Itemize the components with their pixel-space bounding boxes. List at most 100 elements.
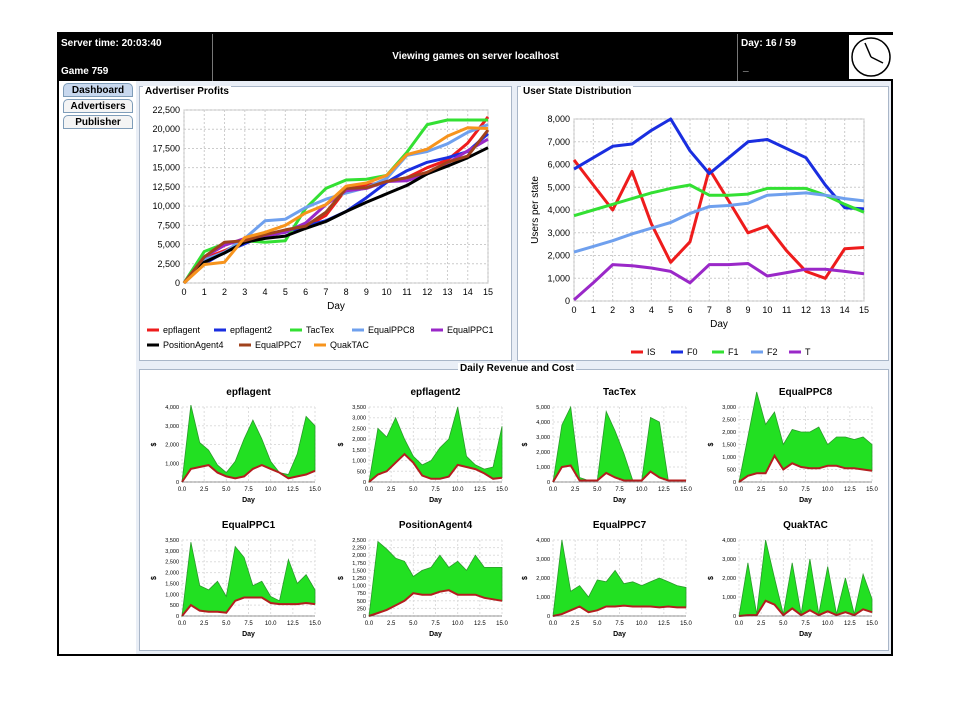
x-tick-label: 10.0 — [265, 621, 277, 627]
day-counter: Day: 16 / 59 — [741, 38, 797, 49]
legend-label-f0: F0 — [687, 347, 698, 357]
x-tick-label: 6 — [303, 287, 308, 297]
y-tick-label: 0 — [176, 614, 179, 620]
x-tick-label: 0.0 — [549, 487, 558, 493]
x-tick-label: 0.0 — [549, 621, 558, 627]
y-tick-label: 0 — [547, 480, 550, 486]
x-tick-label: 12.5 — [287, 621, 299, 627]
y-tick-label: 0 — [733, 480, 736, 486]
x-tick-label: 15.0 — [680, 487, 692, 493]
tab-dashboard-label: Dashboard — [71, 85, 125, 96]
x-tick-label: 15 — [483, 287, 493, 297]
y-tick-label: 1,000 — [352, 584, 366, 590]
tab-dashboard[interactable]: Dashboard — [63, 83, 133, 97]
y-tick-label: 500 — [170, 603, 179, 609]
x-tick-label: 1 — [202, 287, 207, 297]
legend-label-quaktac: QuakTAC — [330, 340, 369, 350]
x-tick-label: 2.5 — [757, 621, 766, 627]
y-tick-label: 1,000 — [722, 595, 736, 601]
y-tick-label: 2,000 — [352, 437, 366, 443]
x-tick-label: 2.5 — [571, 621, 580, 627]
x-tick-label: 2 — [222, 287, 227, 297]
x-axis-label: Day — [613, 497, 626, 504]
y-tick-label: 2,000 — [722, 430, 736, 436]
x-tick-label: 7.5 — [801, 487, 810, 493]
x-tick-label: 5.0 — [222, 487, 231, 493]
legend-label-is: IS — [647, 347, 656, 357]
y-axis-label: $ — [151, 442, 158, 446]
tab-advertisers[interactable]: Advertisers — [63, 99, 133, 113]
small-chart-title: epflagent — [226, 387, 271, 398]
title-panel: Viewing games on server localhost — [213, 34, 738, 81]
daily-revenue-panel: Daily Revenue and Cost epflagent 0 1,000 2,… — [139, 363, 889, 651]
x-tick-label: 10 — [382, 287, 392, 297]
y-tick-label: 0 — [363, 614, 366, 620]
x-tick-label: 10 — [762, 305, 772, 315]
y-tick-label: 8,000 — [547, 114, 570, 124]
y-axis-label: $ — [708, 576, 715, 580]
series-line-f0 — [573, 117, 865, 211]
x-tick-label: 5 — [668, 305, 673, 315]
x-tick-label: 2.5 — [200, 621, 209, 627]
legend-label-f1: F1 — [728, 347, 739, 357]
x-tick-label: 14 — [463, 287, 473, 297]
y-tick-label: 1,000 — [352, 459, 366, 465]
x-tick-label: 5.0 — [409, 621, 418, 627]
x-tick-label: 10.0 — [636, 487, 648, 493]
y-tick-label: 1,500 — [352, 568, 366, 574]
y-tick-label: 2,500 — [157, 259, 180, 269]
x-tick-label: 5.0 — [593, 487, 602, 493]
y-tick-label: 6,000 — [547, 160, 570, 170]
tab-publisher[interactable]: Publisher — [63, 115, 133, 129]
y-tick-label: 2,000 — [352, 553, 366, 559]
y-tick-label: 7,500 — [157, 220, 180, 230]
y-tick-label: 250 — [357, 606, 366, 612]
cost-line — [181, 464, 316, 483]
y-tick-label: 3,500 — [352, 405, 366, 411]
cost-line — [368, 452, 503, 483]
y-tick-label: 1,000 — [165, 592, 179, 598]
y-tick-label: 1,000 — [165, 461, 179, 467]
legend-label-f2: F2 — [767, 347, 778, 357]
x-tick-label: 7.5 — [431, 487, 440, 493]
series-line-is — [572, 158, 865, 280]
legend-label-tactex: TacTex — [306, 325, 335, 335]
y-tick-label: 1,000 — [547, 273, 570, 283]
legend-label-epflagent: epflagent — [163, 325, 201, 335]
x-tick-label: 4 — [649, 305, 654, 315]
x-tick-label: 4 — [263, 287, 268, 297]
x-tick-label: 10.0 — [822, 621, 834, 627]
y-tick-label: 1,250 — [352, 576, 366, 582]
y-tick-label: 10,000 — [152, 201, 180, 211]
x-axis-label: Day — [242, 497, 255, 504]
small-chart-title: TacTex — [603, 387, 636, 398]
x-tick-label: 2.5 — [387, 621, 396, 627]
x-tick-label: 12.5 — [658, 621, 670, 627]
y-axis-label: $ — [522, 576, 529, 580]
legend-label-equalppc7: EqualPPC7 — [255, 340, 302, 350]
x-tick-label: 0 — [571, 305, 576, 315]
x-tick-label: 3 — [242, 287, 247, 297]
daily-revenue-charts: epflagent 0 1,000 2,000 3,000 4,000 0.0 2.5 5.0 7… — [151, 387, 878, 638]
x-tick-label: 13 — [442, 287, 452, 297]
x-tick-label: 8 — [726, 305, 731, 315]
x-tick-label: 8 — [344, 287, 349, 297]
x-tick-label: 0.0 — [178, 621, 187, 627]
series-line-equalppc7 — [182, 129, 490, 284]
y-tick-label: 2,500 — [165, 560, 179, 566]
y-tick-label: 0 — [176, 480, 179, 486]
x-tick-label: 11 — [402, 287, 411, 297]
x-tick-label: 15.0 — [866, 487, 878, 493]
y-tick-label: 3,000 — [165, 424, 179, 430]
advertiser-profits-chart: 0 2,500 5,000 7,500 10,000 12,500 15,000 17,500… — [147, 105, 494, 350]
y-axis-label: $ — [708, 442, 715, 446]
series-line-f1 — [573, 183, 865, 218]
x-tick-label: 7.5 — [244, 487, 253, 493]
y-tick-label: 1,000 — [536, 465, 550, 471]
y-tick-label: 4,000 — [165, 405, 179, 411]
x-tick-label: 5.0 — [779, 487, 788, 493]
x-axis-label: Day — [327, 301, 345, 312]
cost-line — [368, 589, 503, 617]
y-tick-label: 3,500 — [165, 538, 179, 544]
series-line-t — [573, 262, 865, 302]
